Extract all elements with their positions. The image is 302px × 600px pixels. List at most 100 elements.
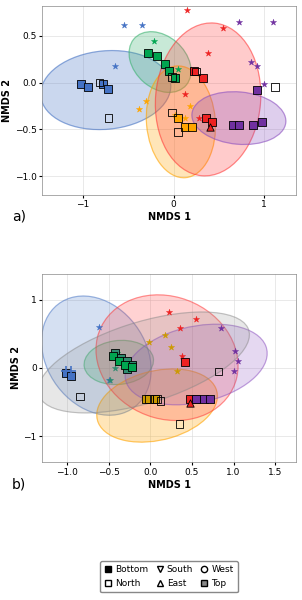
Point: [155, 394, 159, 404]
X-axis label: NMDS 1: NMDS 1: [148, 212, 191, 222]
Point: [167, 67, 172, 76]
Point: [194, 67, 199, 76]
Point: [204, 113, 209, 123]
Point: [167, 67, 172, 76]
Point: [97, 78, 102, 88]
Point: [137, 104, 142, 113]
Point: [68, 367, 73, 376]
Point: [182, 122, 187, 132]
Point: [63, 368, 68, 378]
Point: [125, 356, 130, 366]
Point: [188, 394, 193, 404]
Point: [146, 48, 151, 58]
Point: [255, 61, 259, 71]
Ellipse shape: [96, 295, 238, 421]
Point: [169, 343, 174, 352]
Point: [162, 59, 167, 69]
X-axis label: NMDS 1: NMDS 1: [148, 479, 191, 490]
Point: [69, 371, 74, 381]
Point: [176, 64, 181, 73]
Point: [140, 20, 144, 29]
Point: [202, 394, 207, 404]
Point: [121, 20, 126, 29]
Ellipse shape: [192, 92, 286, 145]
Point: [151, 36, 156, 46]
Point: [106, 376, 111, 385]
Point: [273, 82, 278, 92]
Point: [119, 353, 124, 362]
Point: [207, 122, 212, 132]
Point: [177, 419, 182, 429]
Ellipse shape: [129, 32, 191, 92]
Point: [271, 17, 276, 26]
Point: [79, 80, 84, 89]
Point: [255, 85, 259, 95]
Point: [85, 82, 90, 92]
Y-axis label: NMDS 2: NMDS 2: [2, 79, 12, 122]
Ellipse shape: [146, 66, 216, 178]
Point: [208, 394, 213, 404]
Point: [130, 362, 134, 371]
Point: [176, 113, 181, 123]
Point: [206, 48, 210, 58]
Point: [112, 61, 117, 71]
Point: [173, 110, 178, 120]
Point: [101, 80, 105, 89]
Text: b): b): [12, 478, 26, 491]
Point: [96, 322, 101, 332]
Point: [183, 358, 188, 367]
Point: [221, 23, 226, 33]
Ellipse shape: [97, 369, 217, 442]
Legend: Bottom, North, South, East, West, Top: Bottom, North, South, East, West, Top: [100, 561, 238, 592]
Point: [166, 307, 171, 317]
Text: a): a): [12, 210, 26, 224]
Point: [216, 367, 221, 376]
Point: [169, 107, 174, 117]
Point: [116, 356, 121, 366]
Point: [176, 127, 181, 137]
Point: [177, 323, 182, 333]
Point: [236, 17, 241, 26]
Ellipse shape: [84, 340, 153, 385]
Point: [233, 346, 238, 356]
Point: [155, 52, 160, 61]
Point: [169, 72, 174, 82]
Ellipse shape: [42, 296, 151, 415]
Point: [113, 363, 118, 373]
Point: [106, 113, 111, 123]
Point: [144, 394, 149, 404]
Ellipse shape: [155, 23, 261, 176]
Point: [197, 113, 201, 123]
Point: [188, 101, 192, 111]
Point: [189, 122, 194, 132]
Point: [130, 360, 134, 370]
Point: [163, 331, 168, 340]
Point: [230, 120, 235, 130]
Point: [77, 392, 82, 401]
Point: [63, 367, 68, 376]
Point: [209, 117, 214, 127]
Point: [260, 117, 265, 127]
Ellipse shape: [125, 324, 267, 405]
Point: [248, 57, 253, 67]
Point: [182, 89, 187, 98]
Ellipse shape: [38, 312, 249, 413]
Point: [191, 67, 196, 76]
Point: [231, 367, 236, 376]
Y-axis label: NMDS 2: NMDS 2: [11, 346, 21, 389]
Point: [158, 396, 163, 406]
Point: [251, 120, 256, 130]
Point: [185, 5, 190, 14]
Point: [236, 120, 241, 130]
Point: [146, 337, 151, 347]
Point: [144, 97, 149, 106]
Point: [106, 85, 111, 94]
Point: [115, 348, 120, 358]
Point: [188, 398, 193, 408]
Point: [125, 365, 130, 374]
Point: [123, 360, 128, 370]
Point: [111, 351, 115, 361]
Point: [200, 73, 205, 83]
Point: [194, 394, 199, 404]
Point: [262, 80, 267, 89]
